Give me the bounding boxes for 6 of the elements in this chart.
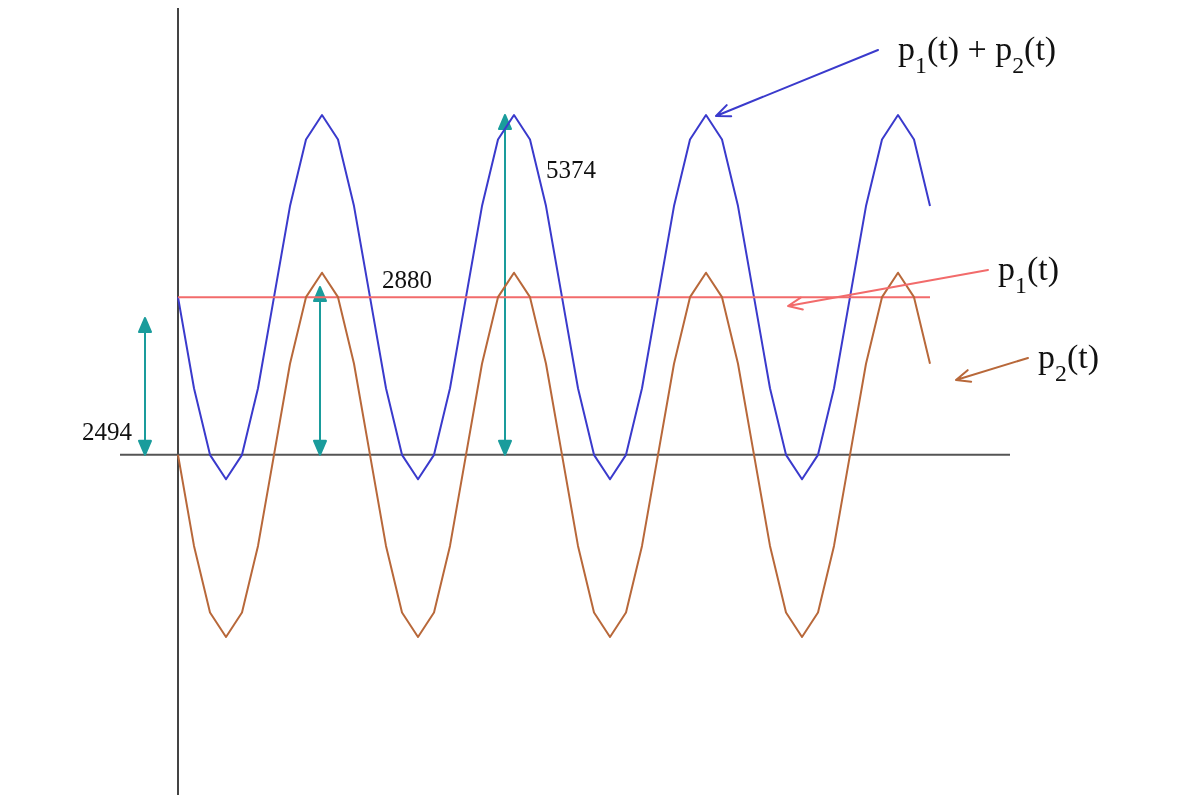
annotation: 5374	[546, 156, 597, 183]
text: p$_{1}$(t)	[998, 250, 1059, 298]
series-label: p$_{1}$(t) + p$_{2}$(t)	[898, 30, 1057, 78]
annotation: 2880	[382, 266, 432, 293]
legend-label: p$_{2}$(t)	[1038, 338, 1099, 386]
text: 2494	[82, 418, 133, 445]
